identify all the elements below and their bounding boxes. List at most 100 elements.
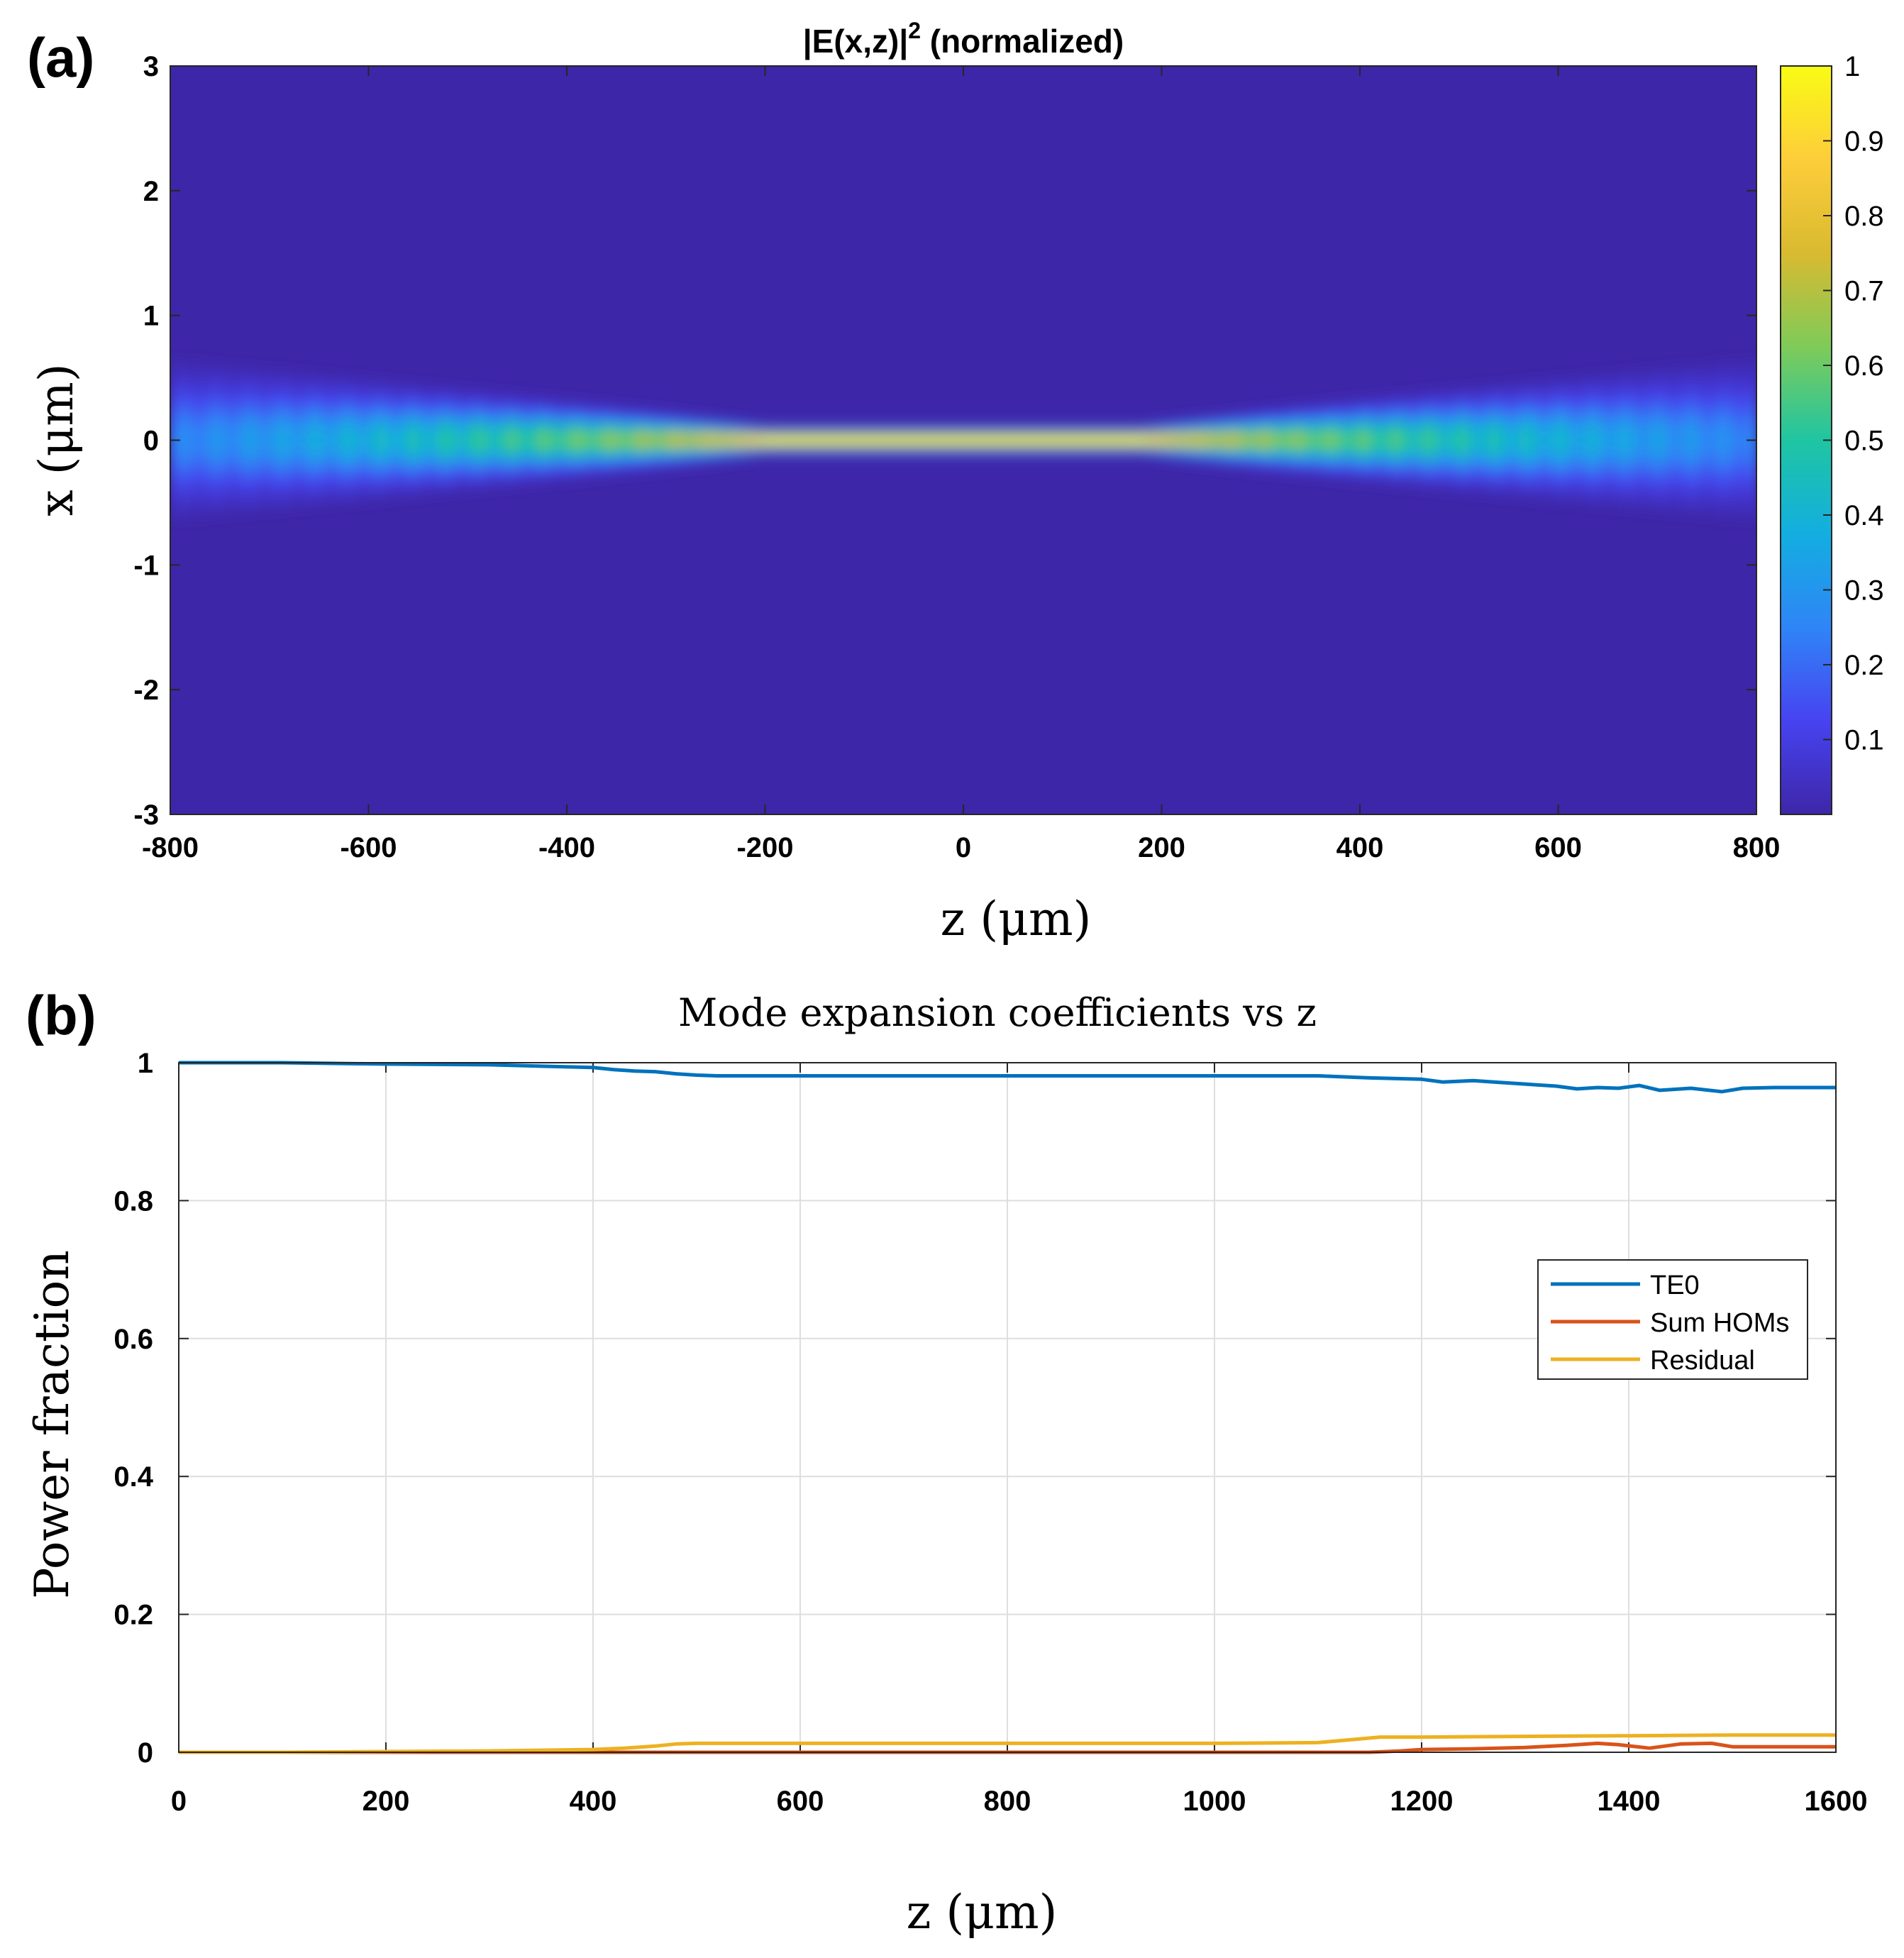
- field-strip: [1042, 426, 1053, 455]
- field-strip: [636, 410, 647, 470]
- panel-b: (b) Mode expansion coefficients vs z 0 20…: [25, 984, 1867, 1940]
- field-strip: [834, 426, 846, 455]
- field-strip: [1508, 385, 1520, 496]
- field-strip: [1072, 426, 1083, 455]
- panel-a-title: |E(x,z)|2 (normalized): [803, 18, 1124, 60]
- colorbar-tick-label: 0.2: [1844, 650, 1884, 681]
- field-strip: [1588, 377, 1599, 504]
- field-strip: [1320, 404, 1331, 477]
- line-plot-frame: [178, 1062, 1837, 1753]
- field-strip: [1360, 399, 1371, 481]
- colorbar-tick-label: 0.7: [1844, 276, 1884, 307]
- field-strip: [1409, 394, 1420, 486]
- field-strip: [1389, 397, 1400, 484]
- field-strip: [289, 373, 300, 507]
- field-strip: [785, 426, 796, 455]
- panel-b-x-axis-label: z (μm): [907, 1885, 1058, 1940]
- series-line-residual: [179, 1733, 1836, 1754]
- field-strip: [269, 371, 280, 509]
- field-strip: [1737, 363, 1747, 518]
- y-tick-label: 0.2: [114, 1600, 153, 1631]
- field-strip: [1151, 424, 1163, 457]
- field-strip: [1131, 426, 1143, 455]
- field-strip: [467, 392, 479, 489]
- legend: TE0 Sum HOMs Residual: [1537, 1259, 1808, 1380]
- heatmap-field: [170, 361, 1756, 519]
- field-strip: [328, 377, 340, 503]
- field-strip: [1251, 411, 1262, 469]
- colorbar: 1 0.9 0.8 0.7 0.6 0.5 0.4 0.3 0.2 0.1: [1780, 51, 1884, 815]
- field-strip: [477, 392, 488, 488]
- heatmap-field-blur: [170, 361, 1756, 519]
- field-strip: [804, 426, 816, 455]
- panel-b-axes: 0 200 400 600 800 1000 1200 1400 1600 0 0.2 0.4 0.6 0…: [114, 1048, 1867, 1817]
- field-strip: [229, 367, 240, 513]
- series-line-te0: [179, 1061, 1836, 1094]
- field-strip: [368, 381, 380, 499]
- colorbar-tick-label: 0.6: [1844, 350, 1884, 382]
- field-strip: [1399, 395, 1410, 485]
- field-strip: [458, 390, 469, 490]
- field-strip: [1052, 426, 1063, 455]
- field-strip: [1598, 376, 1609, 504]
- field-strip: [1350, 401, 1361, 480]
- field-strip: [577, 403, 587, 477]
- field-strip: [1231, 414, 1242, 467]
- field-strip: [914, 426, 924, 455]
- y-tick-label: -3: [133, 800, 159, 831]
- field-strip: [557, 401, 568, 480]
- field-strip: [1379, 397, 1390, 483]
- field-strip: [537, 399, 548, 482]
- field-strip: [1161, 422, 1173, 458]
- field-strip: [1459, 389, 1470, 491]
- field-strip: [547, 400, 558, 480]
- field-strip: [348, 380, 360, 501]
- panel-a: (a) |E(x,z)|2 (normalized) -800 -600 -400-…: [27, 18, 1884, 946]
- field-strip: [1697, 366, 1707, 514]
- y-tick-label: 0.8: [114, 1185, 153, 1217]
- field-strip: [1112, 426, 1123, 455]
- panel-a-y-axis-label: x (μm): [29, 363, 84, 516]
- panel-a-x-axis-label: z (μm): [941, 892, 1092, 946]
- y-tick-label: 1: [138, 1048, 153, 1079]
- field-strip: [1280, 408, 1291, 472]
- field-strip: [646, 411, 657, 470]
- field-strip: [1637, 372, 1649, 509]
- field-strip: [844, 426, 856, 455]
- legend-label: Residual: [1650, 1346, 1755, 1376]
- field-strip: [418, 387, 429, 494]
- field-strip: [408, 385, 419, 495]
- y-tick-label: 0.6: [114, 1324, 153, 1355]
- field-strip: [1647, 371, 1659, 509]
- title-superscript: 2: [908, 18, 921, 43]
- field-strip: [299, 374, 310, 506]
- x-tick-label: -200: [736, 832, 793, 863]
- field-strip: [428, 387, 439, 493]
- field-strip: [1032, 426, 1044, 455]
- field-strip: [1528, 382, 1539, 498]
- x-tick-label: 200: [362, 1786, 410, 1817]
- field-strip: [1419, 394, 1430, 487]
- field-strip: [1468, 389, 1480, 492]
- field-strip: [1221, 415, 1232, 465]
- field-strip: [199, 365, 211, 516]
- field-strip: [587, 404, 597, 476]
- field-strip: [963, 426, 974, 455]
- field-strip: [1717, 364, 1727, 516]
- panel-a-label: (a): [27, 26, 94, 89]
- field-strip: [765, 426, 776, 455]
- field-strip: [1429, 392, 1440, 488]
- field-strip: [180, 363, 191, 518]
- field-strip: [249, 370, 260, 511]
- field-strip: [219, 366, 231, 514]
- y-tick-label: 0: [138, 1737, 153, 1769]
- field-strip: [1330, 403, 1341, 477]
- field-strip: [1627, 373, 1639, 507]
- field-strip: [507, 396, 518, 485]
- field-strip: [1191, 419, 1202, 462]
- field-strip: [884, 426, 895, 455]
- legend-label: Sum HOMs: [1650, 1308, 1789, 1338]
- field-strip: [279, 372, 290, 508]
- y-tick-label: 3: [143, 51, 159, 82]
